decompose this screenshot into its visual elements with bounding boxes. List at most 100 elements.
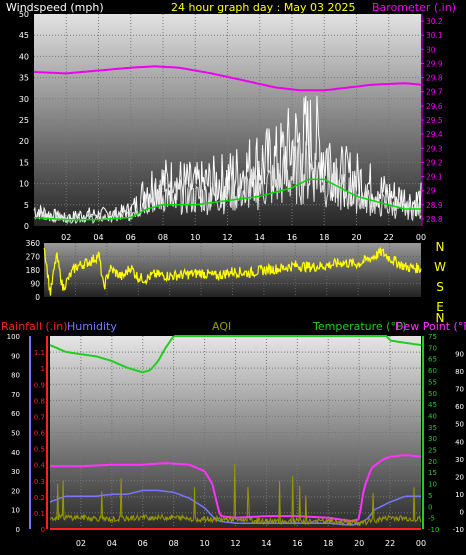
wind-tick-label: 0 [24, 222, 29, 231]
dewpoint-tick-label: 80 [455, 368, 464, 376]
direction-tick-label: 270 [26, 253, 41, 262]
rainfall-tick-label: 0.4 [34, 462, 46, 470]
grid-lines [34, 14, 421, 529]
barometer-tick-label: 29.6 [426, 102, 443, 111]
direction-tick-label: 0 [35, 293, 40, 302]
rainfall-tick-label: 1.1 [34, 349, 45, 357]
hour-tick-label: 12 [222, 233, 232, 242]
dewpoint-tick-label: 50 [455, 421, 464, 429]
humidity-tick-label: 100 [7, 333, 20, 341]
temperature-tick-label: -10 [428, 526, 439, 534]
rainfall-tick-label: 0.6 [34, 430, 46, 438]
rainfall-tick-label: 0.2 [34, 494, 45, 502]
wind-tick-label: 20 [19, 137, 29, 146]
barometer-tick-label: 29.4 [426, 130, 443, 139]
dewpoint-tick-label: 70 [455, 386, 464, 394]
hour-tick-label: 02 [76, 539, 86, 548]
compass-letter: E [436, 300, 444, 314]
hour-tick-label: 06 [138, 539, 148, 548]
humidity-tick-label: 80 [11, 372, 20, 380]
hour-tick-label: 10 [199, 539, 209, 548]
barometer-tick-label: 30 [426, 45, 436, 54]
rainfall-tick-label: 0.8 [34, 397, 45, 405]
rainfall-tick-label: 0.5 [34, 446, 45, 454]
temperature-line [49, 335, 422, 374]
humidity-tick-label: 70 [11, 391, 20, 399]
wind-tick-label: 45 [19, 31, 29, 40]
humidity-tick-label: 20 [11, 487, 20, 495]
wind-tick-label: 15 [19, 158, 29, 167]
axis-tick-labels: 0510152025303540455028.828.92929.129.229… [7, 10, 464, 548]
barometer-tick-label: 28.9 [426, 201, 443, 210]
barometer-line [33, 65, 422, 92]
temperature-tick-label: 75 [428, 333, 437, 341]
dewpoint-tick-label: 60 [455, 403, 464, 411]
humidity-tick-label: 0 [16, 526, 20, 534]
hour-tick-label: 16 [292, 539, 302, 548]
barometer-tick-label: 29.8 [426, 74, 443, 83]
humidity-tick-label: 40 [11, 449, 20, 457]
temperature-tick-label: 20 [428, 458, 437, 466]
dewpoint-tick-label: 90 [455, 351, 464, 359]
wind-direction-line [43, 247, 422, 296]
rainfall-tick-label: 1 [41, 365, 45, 373]
aqi-axis-label: AQI [212, 320, 231, 333]
rainfall-tick-label: 0.9 [34, 381, 45, 389]
direction-tick-label: 360 [26, 239, 41, 248]
humidity-tick-label: 90 [11, 352, 20, 360]
barometer-tick-label: 29.1 [426, 173, 443, 182]
wind-tick-label: 40 [19, 52, 29, 61]
hour-tick-label: 18 [319, 233, 329, 242]
dewpoint-tick-label: 10 [455, 491, 464, 499]
temperature-axis-label: Temperature (°F) [312, 320, 407, 333]
temperature-tick-label: 5 [428, 492, 432, 500]
dewpoint-tick-label: -10 [453, 526, 464, 534]
humidity-line [49, 489, 421, 526]
temperature-tick-label: 45 [428, 401, 437, 409]
humidity-tick-label: 10 [11, 507, 20, 515]
rainfall-tick-label: 0.3 [34, 478, 45, 486]
temperature-tick-label: 65 [428, 356, 437, 364]
dewpoint-tick-label: 0 [460, 508, 464, 516]
hour-tick-label: 18 [323, 539, 333, 548]
barometer-tick-label: 29.9 [426, 59, 443, 68]
rainfall-tick-label: 0 [41, 526, 45, 534]
temperature-tick-label: -5 [428, 515, 435, 523]
wind-axis-label: Windspeed (mph) [6, 1, 104, 14]
hour-tick-label: 14 [261, 539, 271, 548]
hour-tick-label: 22 [385, 539, 395, 548]
wind-tick-label: 30 [19, 95, 29, 104]
hour-tick-label: 00 [416, 539, 426, 548]
barometer-axis-label: Barometer (.in) [372, 1, 456, 14]
barometer-tick-label: 30.2 [426, 17, 443, 26]
rainfall-axis-label: Rainfall (.in) [1, 320, 68, 333]
humidity-tick-label: 60 [11, 410, 20, 418]
humidity-tick-label: 30 [11, 468, 20, 476]
compass-letter: N [436, 240, 445, 254]
hour-tick-label: 20 [354, 539, 364, 548]
wind-tick-label: 35 [19, 74, 29, 83]
wind-tick-label: 10 [19, 180, 29, 189]
hour-tick-label: 04 [107, 539, 117, 548]
hour-tick-label: 08 [158, 233, 168, 242]
hour-tick-label: 12 [230, 539, 240, 548]
humidity-tick-label: 50 [11, 430, 20, 438]
hour-tick-label: 04 [93, 233, 103, 242]
wind-tick-label: 25 [19, 116, 29, 125]
hour-tick-label: 10 [190, 233, 200, 242]
wind-average-line [33, 178, 421, 221]
compass-letter: S [436, 280, 444, 294]
dewpoint-axis-label: Dew Point (°F) [395, 320, 466, 333]
compass-letter: N [436, 311, 445, 325]
direction-tick-label: 180 [26, 266, 41, 275]
temperature-tick-label: 50 [428, 390, 437, 398]
wind-gust-line [33, 141, 422, 225]
temperature-tick-label: 10 [428, 481, 437, 489]
hour-tick-label: 00 [416, 233, 426, 242]
dewpoint-tick-label: 30 [455, 456, 464, 464]
barometer-tick-label: 30.1 [426, 31, 443, 40]
wind-tick-label: 50 [19, 10, 29, 19]
